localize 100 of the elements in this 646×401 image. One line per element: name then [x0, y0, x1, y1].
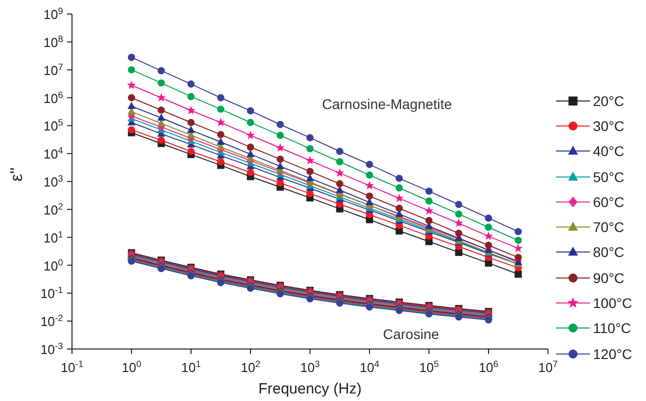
point — [246, 107, 254, 114]
point — [246, 130, 255, 140]
point — [276, 179, 284, 187]
point — [336, 148, 344, 155]
y-tick-label: 10$^{-3}$ — [40, 341, 63, 357]
point — [246, 168, 254, 176]
point — [128, 102, 136, 110]
legend-label: 30°C — [593, 118, 624, 134]
x-tick-label: 10$^{6}$ — [478, 359, 498, 375]
annotation: Carnosine-Magnetite — [322, 96, 452, 112]
point — [276, 156, 284, 163]
y-axis-title: ε'' — [7, 167, 26, 182]
point — [156, 93, 166, 102]
y-tick-label: 10$^{4}$ — [43, 146, 63, 162]
x-axis-title: Frequency (Hz) — [258, 380, 362, 398]
point — [424, 206, 434, 215]
y-tick-label: 10$^{-2}$ — [40, 313, 63, 330]
point — [217, 94, 224, 102]
point — [128, 126, 136, 134]
legend-label: 60°C — [593, 194, 624, 210]
legend-label: 110°C — [593, 320, 632, 336]
point — [187, 92, 195, 100]
point — [335, 168, 344, 177]
x-tick-label: 10$^{0}$ — [122, 359, 142, 375]
point — [158, 106, 165, 114]
point — [396, 184, 403, 192]
x-tick-label: 10$^{-1}$ — [60, 359, 84, 375]
point — [366, 192, 374, 200]
point — [514, 236, 522, 244]
point — [187, 118, 195, 126]
point — [514, 228, 522, 236]
point — [158, 79, 165, 87]
point — [306, 168, 314, 175]
point — [187, 80, 195, 88]
legend-label: 80°C — [593, 244, 624, 260]
point — [187, 126, 195, 134]
point — [366, 171, 374, 179]
point — [514, 244, 523, 252]
x-tick-label: 10$^{3}$ — [300, 359, 320, 375]
point — [276, 143, 285, 152]
point — [455, 230, 462, 237]
x-tick-label: 10$^{1}$ — [181, 359, 201, 375]
point — [306, 134, 314, 142]
point — [366, 160, 374, 168]
y-tick-label: 10$^{9}$ — [43, 6, 63, 22]
point — [425, 216, 433, 224]
point — [158, 67, 165, 74]
point — [336, 180, 344, 188]
point — [484, 232, 493, 240]
point — [217, 130, 224, 138]
point — [216, 138, 225, 145]
point — [484, 224, 492, 231]
point — [128, 66, 136, 74]
point — [396, 174, 403, 182]
point — [455, 210, 462, 218]
point — [246, 118, 254, 126]
y-tick-label: 10$^{6}$ — [43, 90, 63, 106]
point — [365, 180, 374, 190]
legend-label: 20°C — [593, 92, 624, 109]
point — [484, 214, 492, 222]
x-tick-label: 10$^{7}$ — [538, 359, 558, 375]
point — [217, 106, 224, 113]
point — [425, 188, 433, 195]
point — [216, 118, 226, 126]
point — [158, 136, 165, 144]
legend-label: 40°C — [593, 143, 624, 160]
point — [246, 144, 254, 151]
point — [127, 80, 136, 90]
point — [484, 242, 492, 249]
y-tick-label: 10$^{1}$ — [43, 229, 63, 246]
point — [276, 120, 284, 128]
point — [187, 148, 195, 155]
annotation: Carosine — [383, 326, 440, 342]
point — [157, 114, 166, 121]
point — [217, 158, 224, 166]
point — [306, 145, 314, 152]
x-tick-label: 10$^{4}$ — [360, 359, 380, 375]
point — [455, 200, 462, 208]
x-tick-label: 10$^{5}$ — [419, 359, 439, 375]
y-tick-label: 10$^{-1}$ — [40, 285, 63, 302]
point — [514, 270, 522, 278]
point — [128, 54, 136, 61]
point — [276, 132, 284, 139]
legend-label: 70°C — [593, 219, 624, 236]
point — [246, 150, 254, 158]
legend-label: 100°C — [593, 295, 632, 312]
y-tick-label: 10$^{2}$ — [43, 201, 63, 218]
legend-label: 120°C — [593, 346, 632, 362]
point — [454, 218, 464, 228]
point — [306, 156, 314, 164]
x-tick-label: 10$^{2}$ — [240, 359, 260, 375]
y-tick-label: 10$^{3}$ — [43, 174, 63, 190]
y-tick-label: 10$^{5}$ — [43, 118, 63, 134]
legend-label: 90°C — [593, 270, 624, 286]
point — [425, 197, 433, 205]
point — [276, 162, 284, 170]
y-tick-label: 10$^{0}$ — [43, 257, 63, 274]
point — [396, 204, 403, 212]
point — [336, 158, 344, 166]
point — [514, 254, 522, 262]
